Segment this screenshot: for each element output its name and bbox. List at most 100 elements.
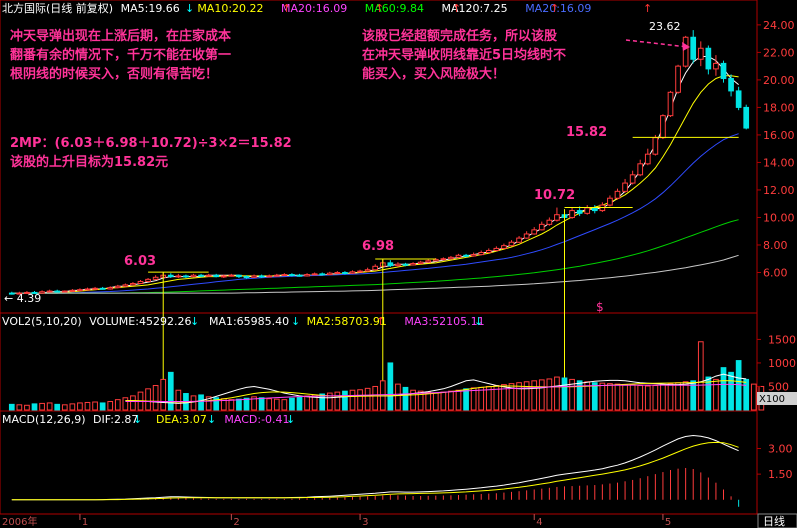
- volume-bar-up: [425, 391, 432, 411]
- candle-up: [644, 153, 651, 165]
- vol-ma3-down-arrow-icon: ↓: [474, 315, 483, 328]
- volume-bar-up: [364, 387, 371, 411]
- vol-ma1-value: MA1:65985.40: [209, 315, 289, 328]
- month-label: 3: [362, 517, 368, 528]
- candle-up: [273, 274, 280, 277]
- candle-up: [470, 254, 477, 257]
- candle-up: [228, 274, 235, 277]
- volume-bar-up: [69, 403, 76, 411]
- candle-up: [501, 245, 507, 249]
- volume-bar-down: [463, 388, 469, 411]
- volume-bar-down: [198, 394, 204, 411]
- vol-ma2-up-arrow-icon: ↑: [376, 315, 385, 328]
- main-header: 北方国际(日线 前复权) MA5:19.66 MA10:20.22 MA20:1…: [2, 1, 591, 15]
- volume-bar-down: [720, 367, 727, 411]
- volume-bar-up: [697, 341, 704, 411]
- candle-down: [720, 62, 727, 80]
- candle-up: [77, 289, 83, 292]
- date-bar-bg: [0, 514, 797, 528]
- candle-up: [357, 270, 363, 273]
- volume-bar-up: [523, 381, 530, 411]
- ma-line-ma20: [11, 133, 739, 294]
- volume-bar-up: [228, 399, 235, 411]
- dif-down-arrow-icon: ↓: [133, 413, 142, 426]
- month-label: 2: [233, 517, 239, 528]
- volume-bar-up: [251, 396, 257, 411]
- candle-up: [675, 65, 681, 93]
- candle-up: [107, 287, 114, 290]
- volume-bar-down: [402, 386, 409, 411]
- volume-bar-up: [107, 401, 114, 411]
- candle-up: [448, 256, 454, 260]
- candle-up: [697, 47, 704, 60]
- formula-text: 2MP：(6.03＋6.98＋10.72)÷3×2＝15.82: [10, 136, 292, 151]
- volume-bar-down: [296, 396, 303, 411]
- candle-down: [213, 274, 220, 278]
- volume-bar-up: [622, 384, 628, 411]
- volume-bar-up: [77, 402, 83, 411]
- volume-bar-up: [644, 385, 651, 411]
- header-arrows: ↓ ↑ ↑ ↑ ↑ ↑ ↓ ↓ ↑ ↓ ↓ ↓ ↓: [133, 2, 652, 426]
- volume-bar-up: [304, 395, 310, 411]
- vol-header: VOL2(5,10,20) VOLUME:45292.26 MA1:65985.…: [2, 315, 485, 328]
- pink-dashed-arrow: [625, 39, 690, 51]
- month-label: 5: [665, 517, 671, 528]
- volume-bar-up: [92, 401, 98, 411]
- volume-bar-up: [455, 389, 462, 411]
- price-plot: [8, 30, 750, 400]
- volume-bar-up: [39, 402, 45, 411]
- ma5-value: MA5:19.66: [121, 2, 180, 15]
- candle-down: [463, 254, 469, 257]
- candle-up: [145, 278, 151, 282]
- candle-up: [205, 274, 212, 277]
- volume-bar-up: [122, 397, 129, 411]
- candle-up: [84, 288, 91, 291]
- volume-bar-up: [629, 384, 636, 411]
- price-tick-label: 14.00: [763, 156, 795, 169]
- volume-tick-label: 1500: [768, 333, 796, 346]
- volume-bar-up: [667, 383, 674, 411]
- period-tab-daily[interactable]: 日线: [763, 514, 785, 528]
- candle-up: [69, 289, 76, 292]
- candle-up: [364, 269, 371, 272]
- candle-up: [440, 258, 447, 261]
- candle-up: [417, 261, 424, 265]
- volume-bar-up: [440, 391, 447, 411]
- volume-bar-up: [145, 388, 151, 411]
- volume-bar-down: [8, 403, 15, 411]
- volume-bar-up: [281, 399, 288, 411]
- candle-up: [569, 210, 575, 218]
- candle-down: [735, 90, 742, 108]
- macd-plot: [11, 434, 740, 507]
- candle-down: [8, 292, 15, 295]
- volume-plot: [8, 341, 765, 411]
- high-label: 23.62: [649, 20, 681, 33]
- volume-bar-up: [372, 385, 379, 411]
- macd-tick-label: 3.00: [768, 443, 793, 456]
- candle-up: [538, 223, 545, 231]
- volume-tick-label: 1000: [768, 357, 796, 370]
- candle-up: [251, 275, 257, 278]
- candle-up: [478, 252, 485, 256]
- candle-up: [622, 182, 628, 192]
- candle-up: [266, 275, 273, 278]
- candle-up: [660, 115, 666, 139]
- period-tab-bg[interactable]: [757, 513, 797, 528]
- candle-up: [175, 275, 182, 278]
- level-label-15-82: 15.82: [566, 125, 607, 140]
- annotation-notes: 冲天导弹出现在上涨后期，在庄家成本 翻番有余的情况下，千万不能在收第一 根阴线的…: [10, 28, 607, 269]
- volume-bar-up: [682, 381, 689, 411]
- right-note-line-2: 在冲天导弹收阴线靠近5日均线时不: [362, 47, 566, 63]
- volume-bar-up: [395, 383, 401, 411]
- volume-bar-up: [46, 402, 53, 411]
- candle-up: [637, 163, 644, 176]
- ma60-up-arrow-icon: ↑: [452, 2, 461, 15]
- candle-up: [152, 276, 159, 280]
- left-arrow-icon: ←: [4, 292, 13, 305]
- volume-bar-up: [160, 378, 167, 411]
- volume-bar-down: [690, 380, 697, 411]
- price-tick-label: 20.00: [763, 74, 795, 87]
- candle-up: [311, 273, 318, 276]
- volume-bar-up: [130, 395, 136, 411]
